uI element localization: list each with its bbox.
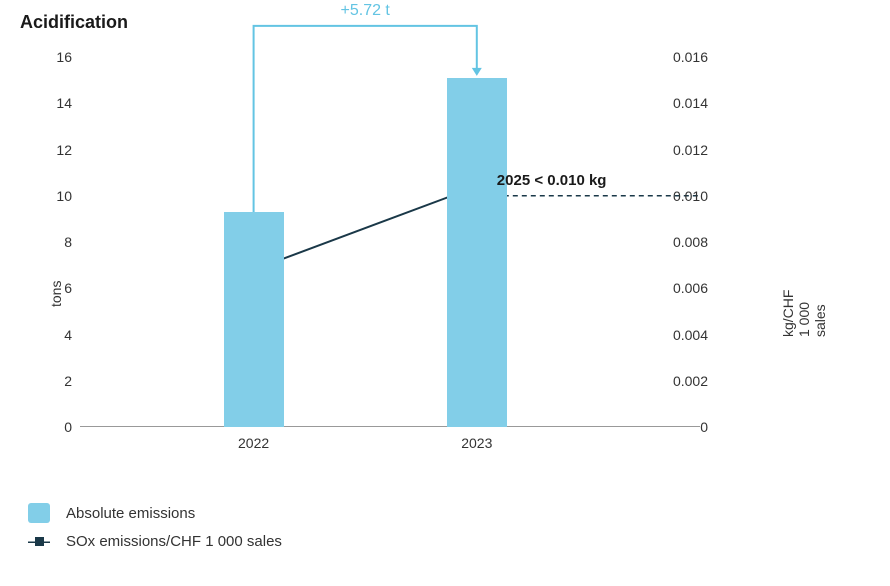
delta-bracket: [254, 26, 477, 212]
y-right-tick: 0.014: [673, 95, 708, 111]
x-axis-baseline: [80, 426, 700, 427]
y-right-tick: 0.006: [673, 280, 708, 296]
y-right-label: kg/CHF 1 000 sales: [780, 290, 828, 337]
legend-label-bar: Absolute emissions: [66, 505, 195, 522]
y-right-tick: 0.002: [673, 373, 708, 389]
line-series: [254, 187, 477, 270]
delta-label: +5.72 t: [341, 2, 390, 20]
chart-title: Acidification: [20, 12, 870, 33]
bar: [224, 212, 284, 427]
bar: [447, 78, 507, 427]
legend-swatch-line: [28, 535, 50, 549]
y-right-tick: 0: [700, 419, 708, 435]
y-left-label: tons: [48, 281, 64, 307]
legend-label-line: SOx emissions/CHF 1 000 sales: [66, 533, 282, 550]
x-tick-label: 2023: [461, 435, 492, 451]
overlay-svg: [80, 57, 700, 427]
legend-swatch-bar: [28, 503, 50, 523]
y-right-tick: 0.012: [673, 142, 708, 158]
legend: Absolute emissions SOx emissions/CHF 1 0…: [20, 503, 870, 550]
plot-area: 024681012141600.0020.0040.0060.0080.0100…: [80, 57, 700, 427]
y-right-tick: 0.016: [673, 49, 708, 65]
x-tick-label: 2022: [238, 435, 269, 451]
y-right-tick: 0.010: [673, 188, 708, 204]
target-label: 2025 < 0.010 kg: [497, 172, 607, 189]
legend-item-line: SOx emissions/CHF 1 000 sales: [28, 533, 870, 550]
legend-item-bar: Absolute emissions: [28, 503, 870, 523]
y-right-tick: 0.004: [673, 327, 708, 343]
delta-arrowhead: [472, 68, 482, 76]
y-right-tick: 0.008: [673, 234, 708, 250]
plot-region: 024681012141600.0020.0040.0060.0080.0100…: [80, 57, 700, 427]
chart-area: tons kg/CHF 1 000 sales 024681012141600.…: [20, 47, 780, 467]
